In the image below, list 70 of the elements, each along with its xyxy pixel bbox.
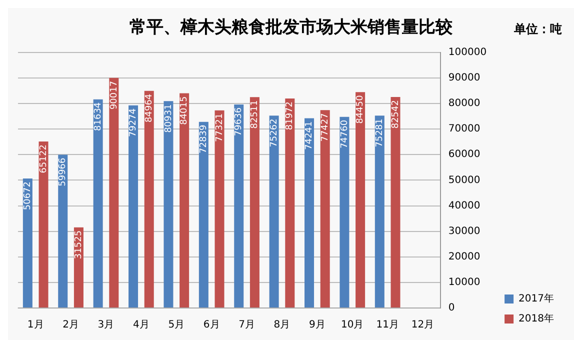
bar (250, 97, 260, 308)
y-tick-label: 10000 (448, 277, 480, 288)
bar (93, 99, 103, 308)
x-tick-label: 4月 (133, 320, 150, 331)
x-tick-label: 10月 (341, 320, 364, 331)
y-tick-label: 70000 (448, 124, 480, 135)
bar (320, 110, 330, 308)
data-label: 79274 (128, 108, 139, 138)
data-label: 79636 (234, 107, 244, 136)
bar (38, 142, 48, 308)
bar (109, 78, 119, 308)
bar (374, 116, 384, 308)
data-label: 82511 (250, 100, 260, 129)
data-label: 59966 (58, 157, 68, 186)
bar (269, 116, 279, 308)
y-tick-label: 100000 (448, 46, 487, 58)
data-label: 81972 (285, 101, 296, 130)
data-label: 75262 (269, 118, 280, 148)
x-tick-label: 8月 (274, 320, 290, 331)
data-label: 74241 (304, 121, 315, 150)
data-label: 84964 (144, 94, 154, 122)
bar (304, 118, 314, 308)
data-label: 74760 (340, 120, 350, 149)
x-tick-label: 9月 (308, 320, 326, 331)
data-label: 75281 (375, 118, 386, 148)
y-tick-label: 20000 (448, 251, 480, 262)
x-tick-label: 1月 (27, 320, 44, 331)
x-tick-label: 11月 (376, 320, 399, 331)
bar (214, 110, 224, 308)
data-label: 80931 (164, 104, 174, 133)
x-tick-label: 7月 (238, 320, 255, 331)
data-label: 90017 (109, 80, 120, 110)
data-label: 77321 (214, 113, 225, 142)
y-tick-label: 30000 (448, 226, 480, 237)
data-label: 84450 (356, 94, 366, 124)
bar (144, 90, 154, 308)
bar (180, 93, 190, 308)
bar (198, 122, 208, 308)
legend-label: 2017年 (518, 292, 554, 305)
bar (356, 92, 366, 308)
data-label: 50672 (23, 181, 34, 210)
x-tick-label: 12月 (411, 320, 434, 331)
data-label: 77427 (320, 113, 330, 142)
bar (390, 97, 400, 308)
bar (164, 101, 174, 308)
y-tick-label: 50000 (448, 174, 480, 186)
bar (234, 104, 244, 308)
x-tick-label: 6月 (203, 320, 220, 331)
bar (285, 98, 295, 308)
data-label: 82542 (390, 100, 401, 129)
data-label: 31525 (74, 230, 84, 260)
bar (58, 154, 68, 308)
y-tick-label: 80000 (448, 98, 480, 110)
bar (22, 178, 32, 308)
y-tick-label: 0 (448, 302, 455, 314)
x-tick-label: 5月 (168, 320, 185, 331)
x-tick-label: 3月 (98, 320, 114, 331)
bar (340, 116, 350, 308)
bar (128, 105, 138, 308)
legend-label: 2018年 (518, 312, 554, 325)
chart-title: 常平、樟木头粮食批发市场大米销售量比较 (130, 18, 454, 38)
y-tick-label: 40000 (448, 200, 480, 212)
data-label: 84015 (180, 96, 190, 125)
y-tick-label: 90000 (448, 72, 480, 84)
data-label: 65122 (38, 144, 49, 174)
text: 单位：吨 (513, 22, 562, 36)
y-tick-label: 60000 (448, 149, 480, 160)
data-label: 81634 (93, 102, 104, 131)
x-tick-label: 2月 (62, 320, 79, 331)
data-label: 72839 (199, 124, 210, 154)
